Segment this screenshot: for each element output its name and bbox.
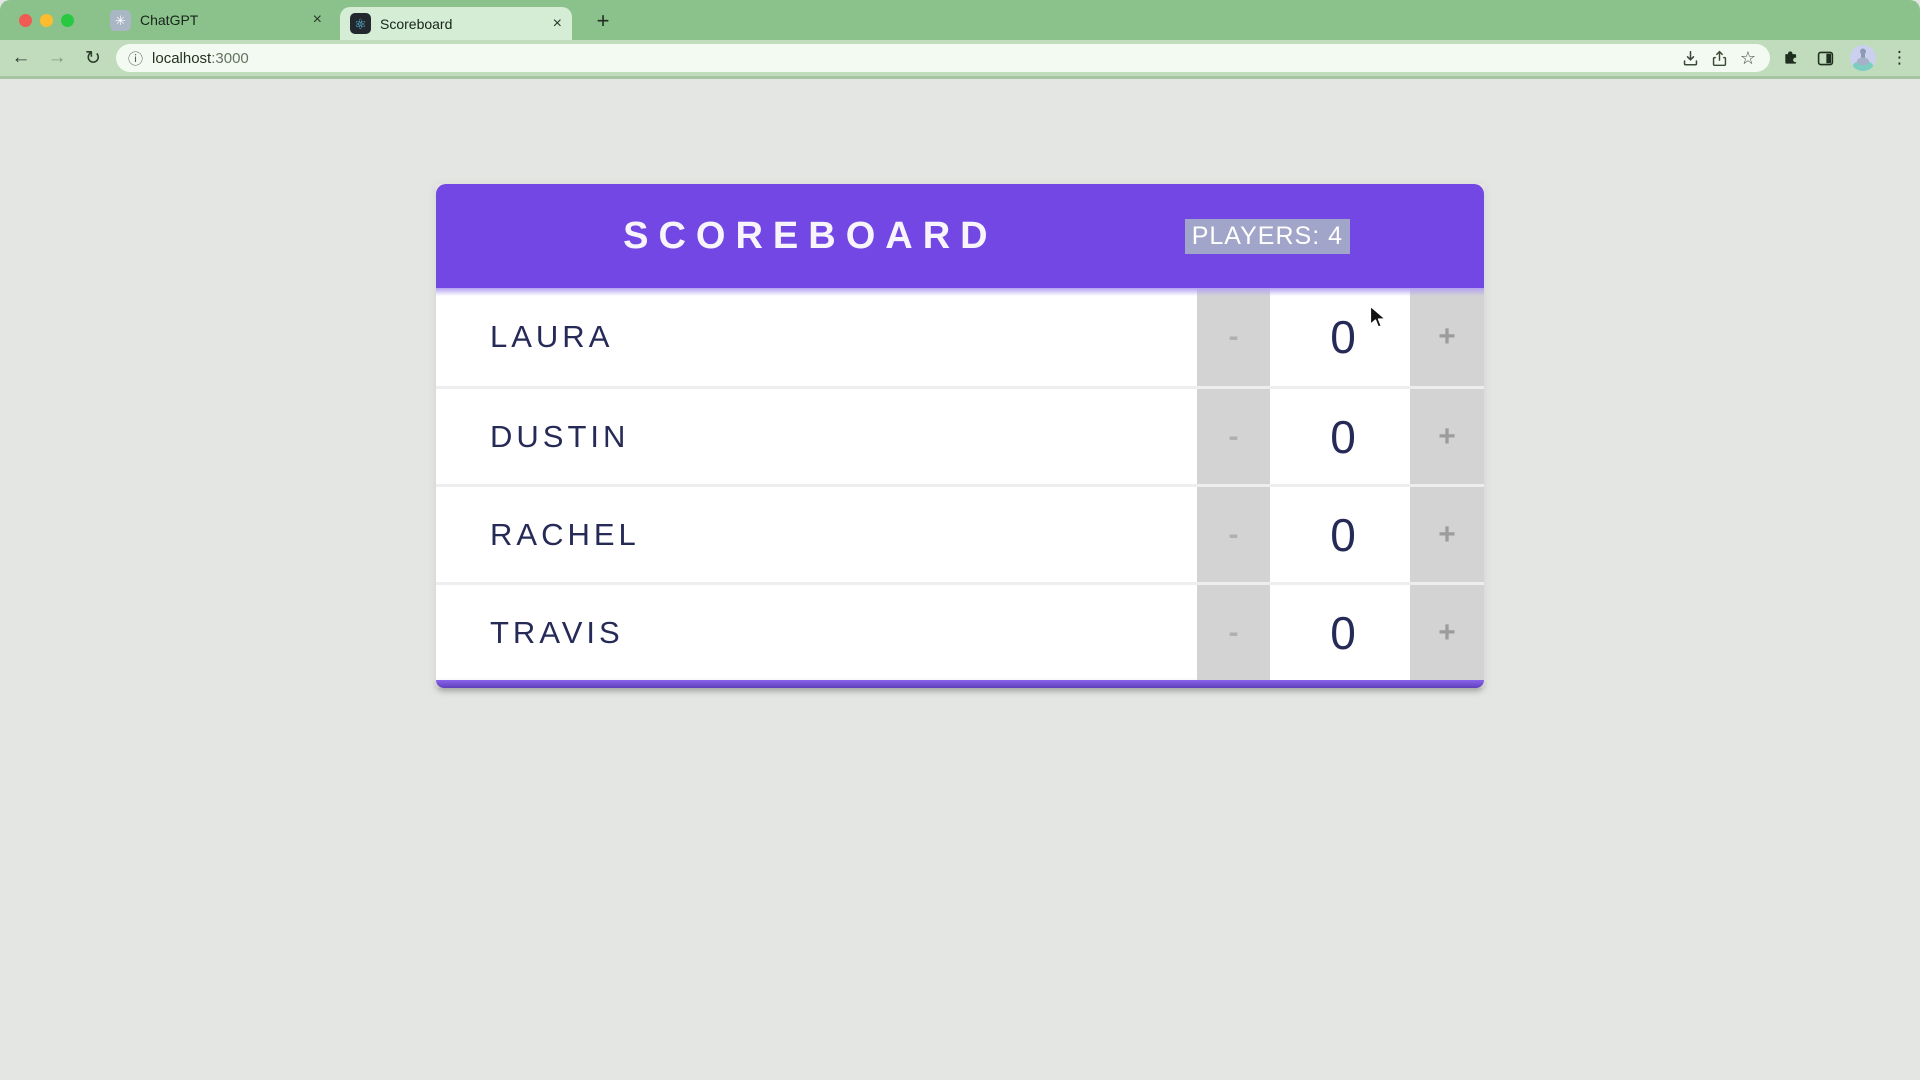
extensions-puzzle-icon[interactable] [1780,48,1800,68]
column-gap [1403,487,1410,582]
player-name: LAURA [490,319,614,354]
toolbar-right-cluster: ⋮ [1780,45,1908,71]
player-name: TRAVIS [490,614,624,650]
window-controls [19,14,74,27]
tab-label: ChatGPT [140,12,199,28]
react-favicon-icon: ⚛ [350,13,371,34]
window-minimize-button[interactable] [40,14,53,27]
player-row: RACHEL - 0 + [436,484,1484,582]
profile-avatar[interactable] [1850,45,1876,71]
toolbar-divider [0,76,1920,79]
decrement-button[interactable]: - [1197,487,1270,582]
side-panel-icon[interactable] [1815,48,1835,68]
tab-chatgpt[interactable]: ✳ ChatGPT × [100,0,332,40]
increment-button[interactable]: + [1410,288,1484,386]
new-tab-button[interactable]: + [596,8,610,33]
tab-scoreboard[interactable]: ⚛ Scoreboard × [340,7,572,40]
column-gap [1270,585,1283,680]
decrement-button[interactable]: - [1197,389,1270,484]
mouse-cursor [1369,305,1387,328]
column-gap [1270,389,1283,484]
download-icon[interactable] [1680,48,1700,68]
card-bottom-border [436,680,1484,688]
reload-button[interactable]: ↻ [85,47,101,69]
column-gap [1270,288,1283,386]
browser-toolbar: ← → ↻ ⓘ localhost:3000 ☆ ⋮ [0,40,1920,76]
url-text[interactable]: localhost:3000 [152,49,249,67]
column-gap [1403,585,1410,680]
back-button[interactable]: ← [11,47,31,68]
score-value: 0 [1283,487,1403,582]
forward-button[interactable]: → [47,47,67,68]
increment-button[interactable]: + [1410,487,1484,582]
player-row: LAURA - 0 + [436,288,1484,386]
decrement-button[interactable]: - [1197,585,1270,680]
tab-close-icon[interactable]: × [552,14,562,32]
tab-close-icon[interactable]: × [312,11,322,28]
score-value: 0 [1283,288,1403,386]
increment-button[interactable]: + [1410,585,1484,680]
score-value: 0 [1283,585,1403,680]
openai-favicon-icon: ✳ [110,9,131,31]
tab-label: Scoreboard [380,15,453,32]
player-row: TRAVIS - 0 + [436,582,1484,680]
scoreboard-header: SCOREBOARD PLAYERS: 4 [436,184,1484,296]
column-gap [1270,487,1283,582]
column-gap [1403,389,1410,484]
column-gap [1403,288,1410,386]
scoreboard-card: SCOREBOARD PLAYERS: 4 LAURA - 0 + DUSTIN… [436,184,1484,688]
share-icon[interactable] [1709,48,1729,68]
player-row: DUSTIN - 0 + [436,386,1484,484]
site-info-icon[interactable]: ⓘ [128,50,144,68]
player-name: RACHEL [490,516,640,552]
browser-tab-bar: ✳ ChatGPT × ⚛ Scoreboard × + [0,0,1920,40]
player-name: DUSTIN [490,418,630,454]
player-rows: LAURA - 0 + DUSTIN - 0 + RACHEL - 0 [436,288,1484,680]
decrement-button[interactable]: - [1197,288,1270,386]
increment-button[interactable]: + [1410,389,1484,484]
score-value: 0 [1283,389,1403,484]
bookmark-star-icon[interactable]: ☆ [1739,47,1757,68]
browser-menu-icon[interactable]: ⋮ [1891,48,1908,67]
window-close-button[interactable] [19,14,32,27]
page-content: SCOREBOARD PLAYERS: 4 LAURA - 0 + DUSTIN… [0,79,1920,1080]
players-count[interactable]: PLAYERS: 4 [1184,218,1350,254]
address-bar[interactable]: ⓘ localhost:3000 ☆ [116,44,1770,72]
window-zoom-button[interactable] [61,14,74,27]
page-title: SCOREBOARD [623,214,998,257]
